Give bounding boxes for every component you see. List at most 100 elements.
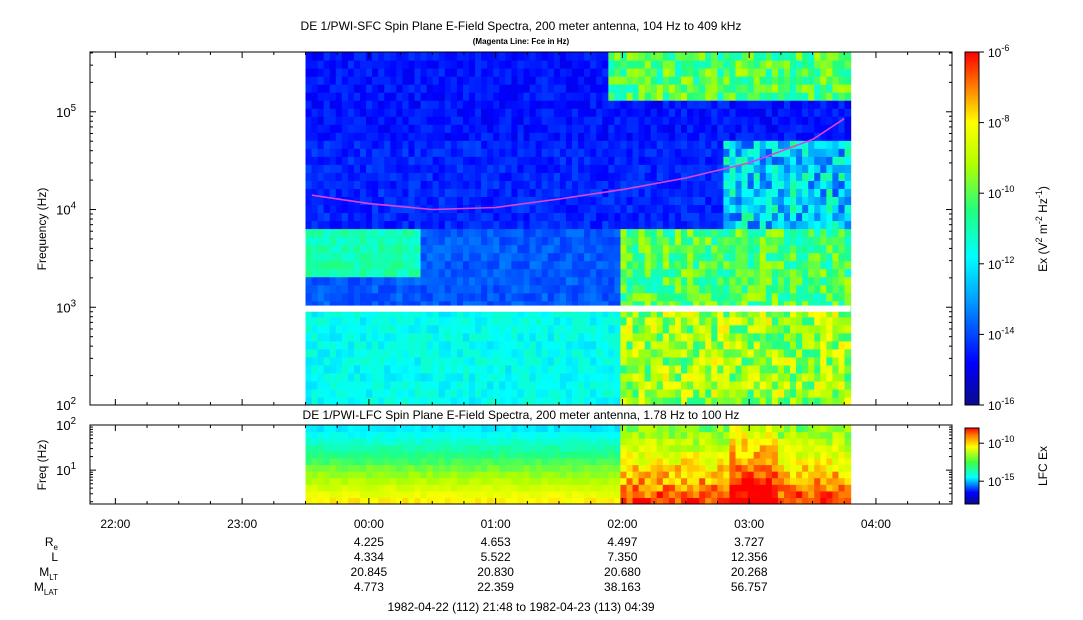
- bottom-spectrogram-cell: [366, 497, 373, 504]
- top-spectrogram-cell: [681, 68, 688, 77]
- bottom-spectrogram-cell: [584, 451, 591, 459]
- top-spectrogram-cell: [323, 212, 331, 222]
- top-spectrogram-cell: [717, 196, 725, 206]
- top-spectrogram-cell: [681, 52, 688, 61]
- bottom-spectrogram-cell: [656, 431, 664, 439]
- top-spectrogram-cell: [420, 236, 428, 246]
- bottom-spectrogram-cell: [469, 471, 476, 479]
- top-spectrogram-cell: [372, 364, 379, 374]
- top-spectrogram-cell: [341, 220, 349, 230]
- top-spectrogram-cell: [656, 244, 664, 254]
- top-spectrogram-cell: [777, 284, 785, 294]
- top-spectrogram-cell: [493, 76, 500, 85]
- top-spectrogram-cell: [584, 148, 591, 157]
- top-spectrogram-cell: [469, 164, 476, 173]
- top-spectrogram-cell: [656, 188, 664, 198]
- top-spectrogram-cell: [650, 268, 658, 278]
- top-spectrogram-cell: [620, 92, 628, 101]
- bottom-spectrogram-cell: [638, 490, 646, 499]
- top-spectrogram-cell: [360, 316, 367, 326]
- top-spectrogram-cell: [499, 188, 506, 198]
- top-spectrogram-cell: [487, 308, 494, 318]
- top-spectrogram-cell: [341, 228, 349, 238]
- top-spectrogram-cell: [517, 100, 525, 109]
- top-spectrogram-cell: [456, 364, 464, 374]
- bottom-spectrogram-cell: [462, 457, 470, 466]
- top-spectrogram-cell: [717, 388, 725, 398]
- top-spectrogram-cell: [469, 220, 476, 230]
- top-spectrogram-cell: [687, 188, 694, 198]
- top-spectrogram-cell: [414, 300, 422, 310]
- top-spectrogram-cell: [668, 284, 676, 294]
- top-spectrogram-cell: [808, 236, 815, 246]
- bottom-spectrogram-cell: [523, 444, 531, 452]
- top-spectrogram-cell: [541, 292, 549, 302]
- top-spectrogram-cell: [571, 228, 579, 238]
- top-spectrogram-cell: [620, 220, 628, 230]
- top-spectrogram-cell: [366, 148, 373, 157]
- top-spectrogram-cell: [808, 356, 815, 366]
- bottom-spectrogram-cell: [547, 451, 555, 459]
- top-spectrogram-cell: [638, 108, 646, 117]
- top-spectrogram-cell: [535, 52, 543, 61]
- top-spectrogram-cell: [826, 236, 834, 246]
- top-spectrogram-cell: [487, 212, 494, 222]
- top-spectrogram-cell: [814, 316, 821, 326]
- bottom-spectrogram-cell: [717, 477, 725, 485]
- top-spectrogram-cell: [438, 252, 446, 262]
- top-spectrogram-cell: [414, 316, 422, 326]
- top-spectrogram-cell: [396, 68, 404, 77]
- top-spectrogram-cell: [765, 388, 773, 398]
- top-spectrogram-cell: [759, 284, 767, 294]
- top-spectrogram-cell: [523, 372, 531, 382]
- top-spectrogram-cell: [796, 236, 803, 246]
- top-spectrogram-cell: [717, 140, 725, 149]
- top-spectrogram-cell: [390, 252, 397, 262]
- top-spectrogram-cell: [565, 220, 573, 230]
- top-spectrogram-cell: [838, 140, 846, 149]
- top-spectrogram-cell: [802, 356, 809, 366]
- top-spectrogram-cell: [462, 316, 470, 326]
- top-spectrogram-cell: [717, 396, 725, 405]
- top-spectrogram-cell: [553, 284, 561, 294]
- bottom-spectrogram-cell: [590, 484, 597, 492]
- top-spectrogram-cell: [529, 324, 537, 334]
- bottom-spectrogram-cell: [662, 471, 670, 479]
- top-spectrogram-cell: [571, 348, 579, 358]
- bottom-spectrogram-cell: [481, 444, 488, 452]
- top-spectrogram-cell: [329, 204, 337, 214]
- bottom-spectrogram-cell: [341, 451, 349, 459]
- top-spectrogram-cell: [347, 76, 355, 85]
- bottom-spectrogram-cell: [626, 431, 634, 439]
- top-spectrogram-cell: [517, 188, 525, 198]
- top-spectrogram-cell: [674, 356, 682, 366]
- bottom-spectrogram-cell: [674, 438, 682, 446]
- top-spectrogram-cell: [450, 220, 458, 230]
- bottom-spectrogram-cell: [614, 490, 622, 499]
- bottom-spectrogram-cell: [511, 490, 519, 499]
- top-spectrogram-cell: [753, 364, 761, 374]
- top-spectrogram-cell: [638, 396, 646, 405]
- top-spectrogram-cell: [790, 52, 797, 61]
- top-spectrogram-cell: [499, 124, 506, 133]
- top-spectrogram-cell: [796, 396, 803, 405]
- bottom-spectrogram-cell: [578, 497, 585, 504]
- top-spectrogram-cell: [408, 300, 416, 310]
- top-spectrogram-cell: [511, 60, 519, 69]
- bottom-spectrogram-cell: [408, 471, 416, 479]
- top-spectrogram-cell: [602, 108, 609, 117]
- top-spectrogram-cell: [596, 108, 603, 117]
- top-spectrogram-cell: [432, 180, 440, 189]
- top-spectrogram-cell: [699, 372, 706, 382]
- top-spectrogram-cell: [578, 108, 585, 117]
- top-spectrogram-cell: [656, 92, 664, 101]
- top-spectrogram-cell: [674, 244, 682, 254]
- top-spectrogram-cell: [499, 84, 506, 93]
- top-spectrogram-cell: [360, 116, 367, 125]
- top-spectrogram-cell: [790, 396, 797, 405]
- top-spectrogram-cell: [372, 300, 379, 310]
- top-spectrogram-cell: [620, 108, 628, 117]
- bottom-spectrogram-cell: [711, 477, 718, 485]
- bottom-spectrogram-cell: [499, 490, 506, 499]
- top-spectrogram-cell: [820, 100, 827, 109]
